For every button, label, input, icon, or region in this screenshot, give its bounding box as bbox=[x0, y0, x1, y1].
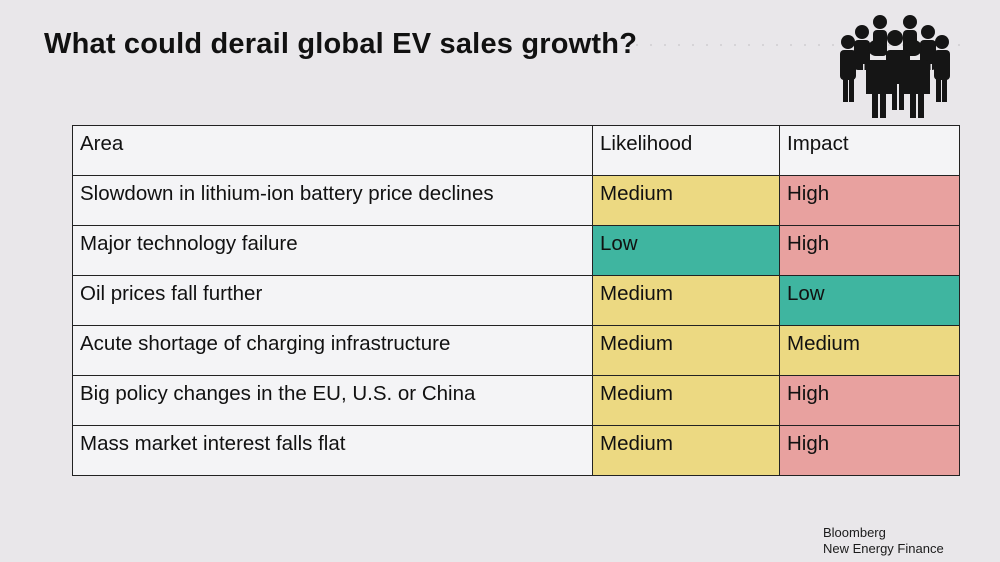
table-row: Acute shortage of charging infrastructur… bbox=[72, 325, 960, 376]
area-cell: Slowdown in lithium-ion battery price de… bbox=[72, 175, 593, 226]
area-cell: Big policy changes in the EU, U.S. or Ch… bbox=[72, 375, 593, 426]
table-row: Mass market interest falls flat Medium H… bbox=[72, 425, 960, 476]
impact-cell: Medium bbox=[779, 325, 960, 376]
area-cell: Acute shortage of charging infrastructur… bbox=[72, 325, 593, 376]
slide-title: What could derail global EV sales growth… bbox=[44, 28, 638, 60]
likelihood-cell: Medium bbox=[592, 375, 780, 426]
likelihood-cell: Medium bbox=[592, 325, 780, 376]
impact-cell: High bbox=[779, 425, 960, 476]
table-row: Big policy changes in the EU, U.S. or Ch… bbox=[72, 375, 960, 426]
impact-cell: High bbox=[779, 375, 960, 426]
bnef-logo: Bloomberg New Energy Finance bbox=[823, 525, 944, 557]
table-row: Slowdown in lithium-ion battery price de… bbox=[72, 175, 960, 226]
likelihood-cell: Medium bbox=[592, 425, 780, 476]
impact-cell: High bbox=[779, 175, 960, 226]
likelihood-cell: Medium bbox=[592, 175, 780, 226]
table-row: Oil prices fall further Medium Low bbox=[72, 275, 960, 326]
impact-cell: Low bbox=[779, 275, 960, 326]
footer-brand-line1: Bloomberg bbox=[823, 525, 886, 540]
area-cell: Mass market interest falls flat bbox=[72, 425, 593, 476]
header-likelihood: Likelihood bbox=[592, 125, 780, 176]
area-cell: Major technology failure bbox=[72, 225, 593, 276]
table-row: Major technology failure Low High bbox=[72, 225, 960, 276]
likelihood-cell: Low bbox=[592, 225, 780, 276]
header-area: Area bbox=[72, 125, 593, 176]
decorative-dot-line bbox=[630, 42, 960, 48]
risk-table: Area Likelihood Impact Slowdown in lithi… bbox=[72, 125, 960, 476]
footer-brand-line2: New Energy Finance bbox=[823, 541, 944, 556]
likelihood-cell: Medium bbox=[592, 275, 780, 326]
table-header-row: Area Likelihood Impact bbox=[72, 125, 960, 176]
header-impact: Impact bbox=[779, 125, 960, 176]
area-cell: Oil prices fall further bbox=[72, 275, 593, 326]
impact-cell: High bbox=[779, 225, 960, 276]
people-group-icon bbox=[840, 15, 950, 118]
